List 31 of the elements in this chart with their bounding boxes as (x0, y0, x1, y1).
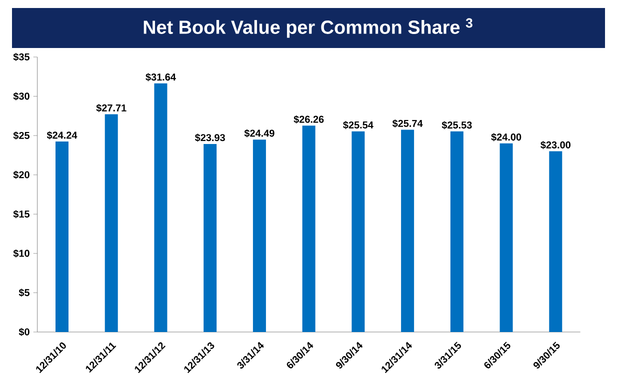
data-label: $25.53 (442, 121, 472, 130)
y-tick-label: $10 (13, 249, 30, 258)
bar (56, 142, 68, 332)
bar (204, 144, 217, 332)
y-tick-label: $30 (13, 92, 30, 100)
y-tick-label: $0 (18, 328, 30, 336)
bar (154, 83, 168, 332)
y-tick-label: $20 (13, 170, 30, 179)
bar (450, 131, 464, 332)
data-label: $24.49 (244, 129, 274, 138)
chart-title: Net Book Value per Common Share $^{3}$ (144, 18, 472, 38)
bar (352, 131, 365, 332)
y-tick-label: $15 (13, 210, 30, 218)
data-label: $26.26 (294, 115, 324, 124)
data-label: $23.00 (540, 140, 570, 150)
bar (252, 140, 266, 332)
y-tick-label: $5 (18, 288, 30, 297)
bar (104, 114, 118, 332)
data-label: $24.00 (491, 133, 522, 142)
bar (302, 126, 316, 332)
data-label: $31.64 (146, 73, 176, 82)
y-tick-label: $35 (13, 52, 30, 62)
data-label: $25.54 (343, 120, 374, 130)
data-label: $27.71 (96, 104, 126, 112)
y-tick-label: $25 (13, 131, 30, 140)
bar (401, 130, 414, 332)
bar (500, 143, 513, 332)
bar (549, 151, 562, 332)
data-label: $25.74 (392, 119, 423, 128)
data-label: $24.24 (46, 131, 78, 140)
data-label: $23.93 (194, 134, 225, 142)
